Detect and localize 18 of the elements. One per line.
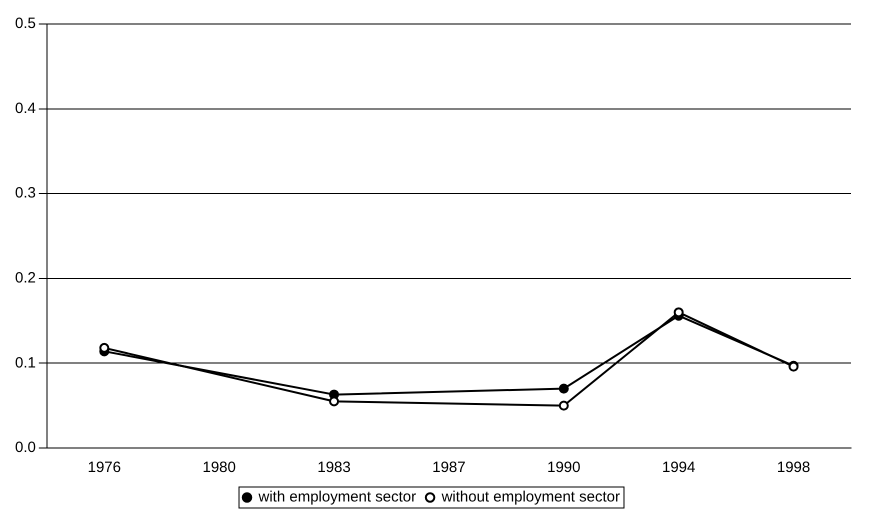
x-tick-label: 1994	[662, 459, 696, 476]
x-tick-label: 1983	[317, 459, 351, 476]
x-tick-label: 1980	[202, 459, 236, 476]
legend-label: with employment sector	[258, 488, 416, 506]
point	[558, 384, 569, 394]
point	[329, 396, 340, 406]
y-tick-label: 0.0	[14, 439, 36, 456]
y-tick-label: 0.4	[14, 100, 36, 117]
y-tick-label: 0.1	[14, 354, 36, 372]
x-tick-label: 1990	[547, 459, 580, 476]
legend-label: without employment sector	[440, 488, 620, 506]
x-tick-label: 1998	[776, 459, 810, 476]
x-tick-label: 1976	[88, 459, 121, 476]
point	[558, 400, 569, 411]
y-tick-label: 0.2	[14, 270, 36, 287]
y-tick-label: 0.5	[14, 15, 36, 32]
y-tick-label: 0.3	[14, 184, 36, 202]
x-tick-label: 1987	[432, 459, 466, 476]
